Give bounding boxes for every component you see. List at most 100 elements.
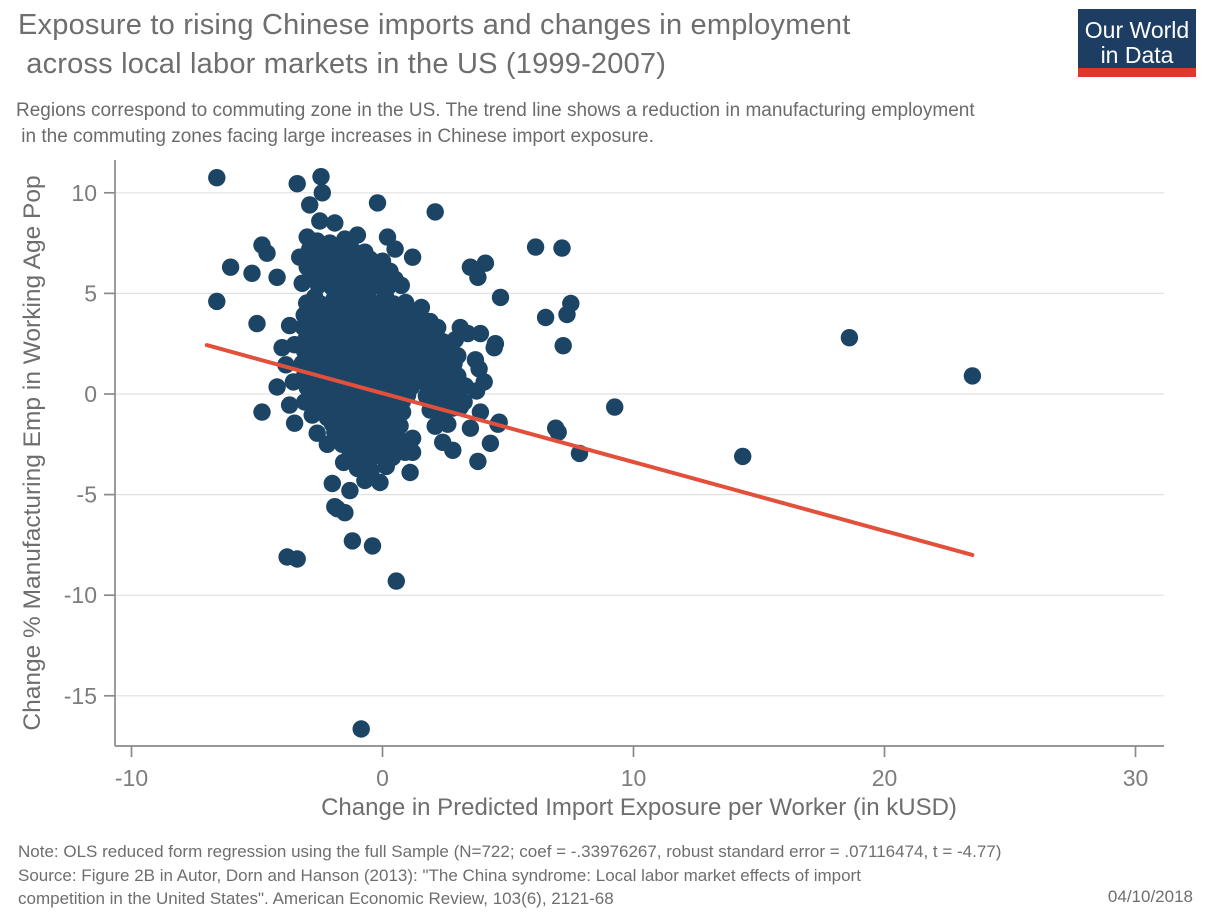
tick-labels: 10 5 0 -5 -10 -15 -10 0 10 20 30 [64,180,1149,791]
data-point [311,212,329,230]
title-line-1: Exposure to rising Chinese imports and c… [18,9,851,41]
y-tick-label: -5 [77,482,97,508]
data-point [309,276,328,295]
data-point [840,329,859,347]
owid-logo-text-line1: Our World [1084,17,1190,43]
data-point [280,396,299,414]
y-axis-title: Change % Manufacturing Emp in Working Ag… [19,175,46,730]
footer-source-line1: Source: Figure 2B in Autor, Dorn and Han… [18,865,861,885]
data-point [371,473,389,492]
x-tick-label: 10 [621,765,647,791]
data-point [963,367,982,385]
data-point [285,414,304,432]
data-point [318,435,336,453]
data-point [734,447,752,466]
data-point [268,268,286,286]
scatter-points [208,168,982,738]
data-point [301,196,319,214]
footer-note: Note: OLS reduced form regression using … [18,842,1002,861]
data-point [444,441,462,459]
data-point [365,277,383,296]
data-point [476,254,495,272]
data-point [268,378,286,396]
data-point [356,459,374,478]
data-point [258,244,276,262]
y-tick-label: 10 [71,180,97,206]
data-point [368,194,387,212]
y-tick-label: 0 [84,381,97,407]
axis-spines [114,160,1164,747]
subtitle-line-2: in the commuting zones facing large incr… [16,126,654,147]
data-point [471,324,490,343]
data-point [426,417,444,435]
data-point [351,278,369,297]
data-point [469,268,487,286]
data-point [547,419,565,437]
y-tick-label: 5 [84,280,97,306]
data-point [481,434,500,452]
data-point [401,463,419,482]
data-point [343,532,362,550]
data-point [243,264,261,282]
data-point [449,347,467,365]
data-point [469,452,487,471]
data-point [386,240,404,258]
footer-source-line2: competition in the United States". Ameri… [18,889,614,908]
footer-date: 04/10/2018 [1107,887,1193,906]
data-point [606,398,624,416]
data-point [392,276,410,295]
data-point [536,308,555,327]
data-point [412,298,431,317]
x-tick-label: 20 [872,765,898,791]
data-point [373,439,392,457]
data-point [288,550,306,568]
title-line-2: across local labor markets in the US (19… [18,48,667,80]
data-point [303,406,321,424]
trend-line [204,343,975,557]
data-point [346,447,364,466]
owid-logo: Our World in Data [1078,9,1196,77]
x-tick-label: 0 [376,765,389,791]
data-point [336,504,354,522]
data-point [491,288,510,307]
data-point [526,238,545,256]
data-point [288,175,306,193]
data-point [426,203,444,221]
data-point [461,419,480,437]
data-point [308,424,326,442]
data-point [387,572,405,590]
x-axis-title: Change in Predicted Import Exposure per … [321,794,957,821]
data-point [248,314,266,333]
chart-subtitle: Regions correspond to commuting zone in … [16,98,975,150]
data-point [323,474,341,493]
data-point [553,239,571,257]
chart-footer: Note: OLS reduced form regression using … [18,840,1198,911]
x-tick-label: -10 [115,765,148,791]
page-title: Exposure to rising Chinese imports and c… [18,6,850,84]
data-point [486,335,505,353]
data-point [352,720,370,738]
data-point [558,305,576,324]
data-point [336,230,354,248]
data-point [446,331,464,349]
data-point [391,431,409,449]
data-point [471,403,490,421]
data-point [296,393,314,411]
y-tick-label: -15 [64,683,97,709]
data-point [554,337,572,355]
data-point [284,373,303,391]
subtitle-line-1: Regions correspond to commuting zone in … [16,100,975,121]
data-point [429,318,447,337]
gridlines [115,192,1164,697]
tick-marks [104,191,1137,757]
data-point [280,316,299,335]
data-point [434,349,452,367]
data-point [467,382,486,400]
data-point [298,228,316,246]
data-point [253,403,271,421]
data-point [312,168,330,186]
data-point [208,169,226,187]
data-point [356,471,374,490]
